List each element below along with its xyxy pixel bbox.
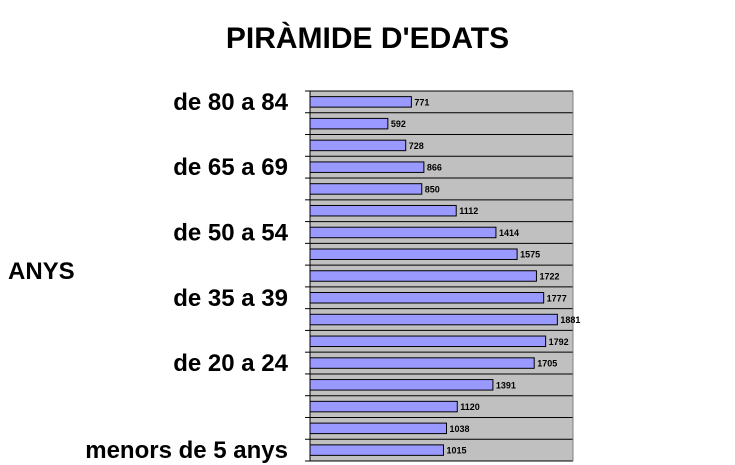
bar-data-label: 1575	[520, 250, 540, 260]
bar	[309, 400, 458, 413]
bar	[309, 226, 497, 239]
bar	[309, 248, 518, 260]
bar	[309, 379, 494, 391]
bar-data-label: 1792	[549, 337, 569, 347]
bar-data-label: 728	[409, 141, 424, 151]
bar-data-label: 1038	[449, 424, 469, 434]
bar-data-label: 1705	[537, 359, 557, 369]
bar-data-label: 592	[391, 119, 406, 129]
bar	[309, 357, 535, 369]
bar	[309, 139, 407, 152]
y-axis-title: ANYS	[8, 258, 75, 285]
y-tick-label: menors de 5 anys	[85, 437, 288, 464]
bar-data-label: 850	[425, 184, 440, 194]
bar-data-label: 1391	[496, 380, 516, 390]
bar	[309, 313, 558, 326]
y-tick-label: de 80 a 84	[173, 89, 288, 116]
bar	[309, 161, 425, 173]
bar-data-label: 1777	[547, 293, 567, 303]
bar	[309, 292, 545, 304]
bar-data-label: 771	[414, 97, 429, 107]
bar-data-label: 866	[427, 163, 442, 173]
y-tick-label: de 20 a 24	[173, 350, 288, 377]
bar	[309, 270, 537, 282]
bar	[309, 204, 457, 217]
bar	[309, 335, 547, 348]
bar-data-label: 1881	[560, 315, 580, 325]
bar-data-label: 1112	[459, 206, 478, 216]
bar-data-label: 1414	[499, 228, 519, 238]
bar	[309, 444, 444, 456]
bar-data-label: 1015	[446, 446, 466, 456]
bar-data-label: 1120	[460, 402, 480, 412]
bar	[309, 183, 423, 195]
bar	[309, 422, 447, 435]
chart-title: PIRÀMIDE D'EDATS	[225, 22, 510, 55]
y-tick-label: de 50 a 54	[173, 219, 288, 246]
bar	[309, 117, 389, 130]
y-tick-label: de 35 a 39	[173, 285, 288, 312]
bar	[309, 96, 412, 108]
bar-data-label: 1722	[539, 272, 559, 282]
y-tick-label: de 65 a 69	[173, 154, 288, 181]
